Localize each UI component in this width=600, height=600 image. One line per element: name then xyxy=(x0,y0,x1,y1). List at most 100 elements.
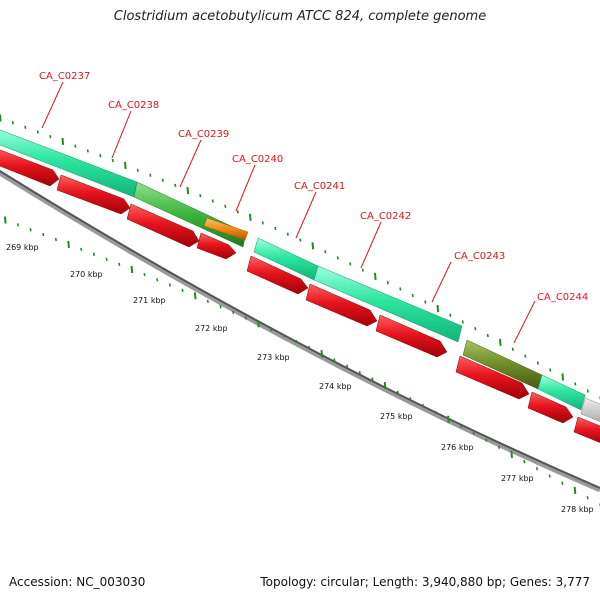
minor-tick xyxy=(461,320,464,324)
minor-tick xyxy=(472,431,475,435)
major-tick xyxy=(311,242,315,250)
major-tick xyxy=(383,382,387,390)
minor-tick xyxy=(399,287,402,291)
minor-tick xyxy=(474,327,477,331)
minor-tick xyxy=(523,459,526,464)
leader-line xyxy=(111,110,132,159)
minor-tick xyxy=(92,252,96,256)
major-tick xyxy=(436,305,440,313)
backbone-line xyxy=(0,170,600,493)
major-tick xyxy=(257,320,260,328)
major-tick xyxy=(374,272,377,280)
minor-tick xyxy=(524,354,527,358)
cds-arrow xyxy=(126,203,200,248)
minor-tick xyxy=(511,347,514,351)
leader-line xyxy=(41,81,64,129)
major-tick xyxy=(499,338,502,346)
minor-tick xyxy=(111,158,114,163)
minor-tick xyxy=(409,397,412,401)
minor-tick xyxy=(143,272,146,277)
minor-tick xyxy=(29,228,32,232)
minor-tick xyxy=(548,474,551,478)
minor-tick xyxy=(574,382,577,386)
scale-label: 270 kbp xyxy=(70,270,103,279)
scale-label: 275 kbp xyxy=(380,412,413,421)
minor-tick xyxy=(486,333,489,338)
leader-line xyxy=(513,300,536,344)
gene-label-ca-c0244[interactable]: CA_C0244 xyxy=(537,292,588,303)
minor-tick xyxy=(161,178,164,182)
minor-tick xyxy=(274,226,277,231)
backbone-line-inner xyxy=(0,169,600,489)
minor-tick xyxy=(421,403,425,408)
major-tick xyxy=(561,373,565,381)
feature-block-gray xyxy=(580,397,600,422)
minor-tick xyxy=(36,130,39,134)
major-tick xyxy=(4,216,7,224)
gene-label-ca-c0237[interactable]: CA_C0237 xyxy=(39,71,90,82)
minor-tick xyxy=(86,149,89,153)
minor-tick xyxy=(485,438,488,442)
minor-tick xyxy=(181,288,184,293)
minor-tick xyxy=(561,481,564,485)
minor-tick xyxy=(149,173,152,177)
minor-tick xyxy=(270,327,273,332)
feature-block-cyan-4 xyxy=(537,374,586,411)
minor-tick xyxy=(536,361,539,365)
minor-tick xyxy=(156,278,159,282)
major-tick xyxy=(510,450,513,459)
cds-arrow xyxy=(305,283,378,327)
minor-tick xyxy=(586,389,589,393)
major-tick xyxy=(573,486,577,495)
leader-line xyxy=(360,221,382,269)
feature-block-orange xyxy=(203,217,249,241)
gene-label-ca-c0243[interactable]: CA_C0243 xyxy=(454,251,505,262)
minor-tick xyxy=(424,300,427,304)
minor-tick xyxy=(261,221,264,225)
major-tick xyxy=(447,415,450,423)
gene-label-ca-c0242[interactable]: CA_C0242 xyxy=(360,211,411,222)
minor-tick xyxy=(244,316,247,320)
scale-label: 273 kbp xyxy=(257,353,290,362)
cds-arrow xyxy=(246,255,309,295)
gene-label-ca-c0241[interactable]: CA_C0241 xyxy=(294,181,345,192)
major-tick xyxy=(0,114,2,122)
gene-label-ca-c0239[interactable]: CA_C0239 xyxy=(178,129,229,140)
minor-tick xyxy=(224,204,227,209)
gene-label-ca-c0240[interactable]: CA_C0240 xyxy=(232,154,283,165)
minor-tick xyxy=(295,339,298,344)
minor-tick xyxy=(411,293,414,298)
minor-tick xyxy=(349,262,352,266)
minor-tick xyxy=(358,370,361,375)
major-tick xyxy=(320,350,324,358)
feature-block-cyan-3 xyxy=(313,265,463,343)
scale-label: 278 kbp xyxy=(561,505,594,514)
leader-line xyxy=(295,191,317,239)
major-tick xyxy=(130,265,134,274)
minor-tick xyxy=(346,364,349,368)
minor-tick xyxy=(199,194,202,198)
major-tick xyxy=(193,292,197,300)
cds-track xyxy=(0,149,600,443)
minor-tick xyxy=(286,232,289,236)
minor-tick xyxy=(49,135,52,139)
minor-tick xyxy=(549,368,552,372)
genome-summary-text: Topology: circular; Length: 3,940,880 bp… xyxy=(260,575,590,589)
minor-tick xyxy=(282,333,285,338)
minor-tick xyxy=(105,257,108,261)
minor-tick xyxy=(24,125,27,129)
scale-label: 271 kbp xyxy=(133,296,166,305)
cds-arrow xyxy=(0,149,60,187)
minor-tick xyxy=(118,262,121,267)
gene-label-ca-c0238[interactable]: CA_C0238 xyxy=(108,100,159,111)
gene-label-leaders xyxy=(41,81,536,344)
scale-label: 272 kbp xyxy=(195,324,228,333)
major-tick xyxy=(124,161,127,169)
minor-tick xyxy=(211,199,214,203)
minor-tick xyxy=(99,154,102,158)
minor-tick xyxy=(434,410,437,415)
minor-tick xyxy=(535,467,539,471)
minor-tick xyxy=(386,281,389,285)
minor-tick xyxy=(459,424,463,428)
